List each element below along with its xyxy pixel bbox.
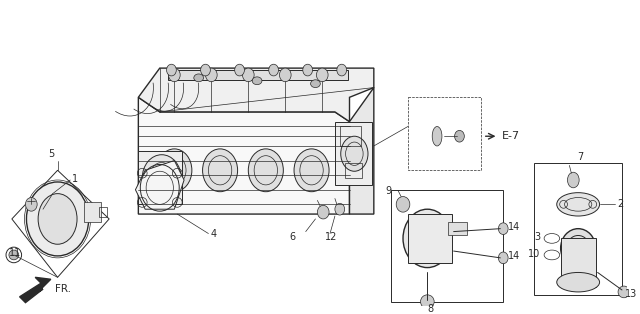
Bar xyxy=(344,164,362,178)
Ellipse shape xyxy=(561,229,596,268)
Ellipse shape xyxy=(432,127,442,146)
Text: 4: 4 xyxy=(211,229,216,239)
Bar xyxy=(534,164,622,295)
Bar xyxy=(168,70,348,80)
Text: 2: 2 xyxy=(617,199,623,209)
Ellipse shape xyxy=(252,77,262,85)
Ellipse shape xyxy=(280,68,291,82)
Ellipse shape xyxy=(557,193,600,216)
Text: 8: 8 xyxy=(428,304,433,314)
Polygon shape xyxy=(20,277,51,303)
Text: 12: 12 xyxy=(325,232,337,242)
Bar xyxy=(408,214,452,263)
Ellipse shape xyxy=(499,223,508,235)
Polygon shape xyxy=(138,97,349,214)
Text: 3: 3 xyxy=(534,232,540,242)
Ellipse shape xyxy=(317,205,329,219)
Bar xyxy=(138,151,182,204)
Bar xyxy=(84,203,101,222)
Ellipse shape xyxy=(310,80,320,88)
Ellipse shape xyxy=(303,64,312,76)
Polygon shape xyxy=(349,88,374,214)
Ellipse shape xyxy=(454,130,465,142)
Text: E-7: E-7 xyxy=(502,131,520,141)
Text: 14: 14 xyxy=(508,251,520,261)
Ellipse shape xyxy=(166,64,176,76)
Ellipse shape xyxy=(340,136,368,171)
Ellipse shape xyxy=(403,209,452,268)
Ellipse shape xyxy=(203,149,237,192)
Ellipse shape xyxy=(568,172,579,188)
Text: 10: 10 xyxy=(528,249,540,259)
Text: 7: 7 xyxy=(577,152,583,161)
Polygon shape xyxy=(138,68,374,122)
Text: 14: 14 xyxy=(508,222,520,232)
Bar xyxy=(448,222,467,236)
Text: 1: 1 xyxy=(72,174,78,184)
Ellipse shape xyxy=(618,286,630,298)
Bar xyxy=(335,122,372,185)
Text: FR.: FR. xyxy=(54,284,70,294)
Text: 6: 6 xyxy=(290,232,296,242)
Ellipse shape xyxy=(243,68,254,82)
Bar xyxy=(340,127,361,146)
Ellipse shape xyxy=(316,68,328,82)
Ellipse shape xyxy=(200,64,211,76)
Ellipse shape xyxy=(26,182,89,256)
Polygon shape xyxy=(136,160,184,209)
Ellipse shape xyxy=(168,68,180,82)
Ellipse shape xyxy=(142,155,181,201)
Bar xyxy=(408,97,481,170)
Ellipse shape xyxy=(335,203,344,215)
Ellipse shape xyxy=(396,197,410,212)
Bar xyxy=(391,190,503,302)
Text: 11: 11 xyxy=(10,248,22,258)
Ellipse shape xyxy=(205,68,217,82)
Ellipse shape xyxy=(38,194,77,244)
Text: 5: 5 xyxy=(49,149,54,159)
Bar xyxy=(99,207,108,217)
Ellipse shape xyxy=(194,74,204,82)
Ellipse shape xyxy=(235,64,244,76)
Ellipse shape xyxy=(269,64,278,76)
Bar xyxy=(561,238,596,287)
Ellipse shape xyxy=(557,273,600,292)
Ellipse shape xyxy=(26,198,37,211)
Text: 9: 9 xyxy=(385,186,391,196)
Ellipse shape xyxy=(294,149,329,192)
Ellipse shape xyxy=(248,149,284,192)
Ellipse shape xyxy=(420,295,434,308)
Text: 13: 13 xyxy=(625,289,637,299)
Ellipse shape xyxy=(157,149,192,192)
Ellipse shape xyxy=(499,252,508,264)
Ellipse shape xyxy=(9,250,19,260)
Ellipse shape xyxy=(337,64,347,76)
